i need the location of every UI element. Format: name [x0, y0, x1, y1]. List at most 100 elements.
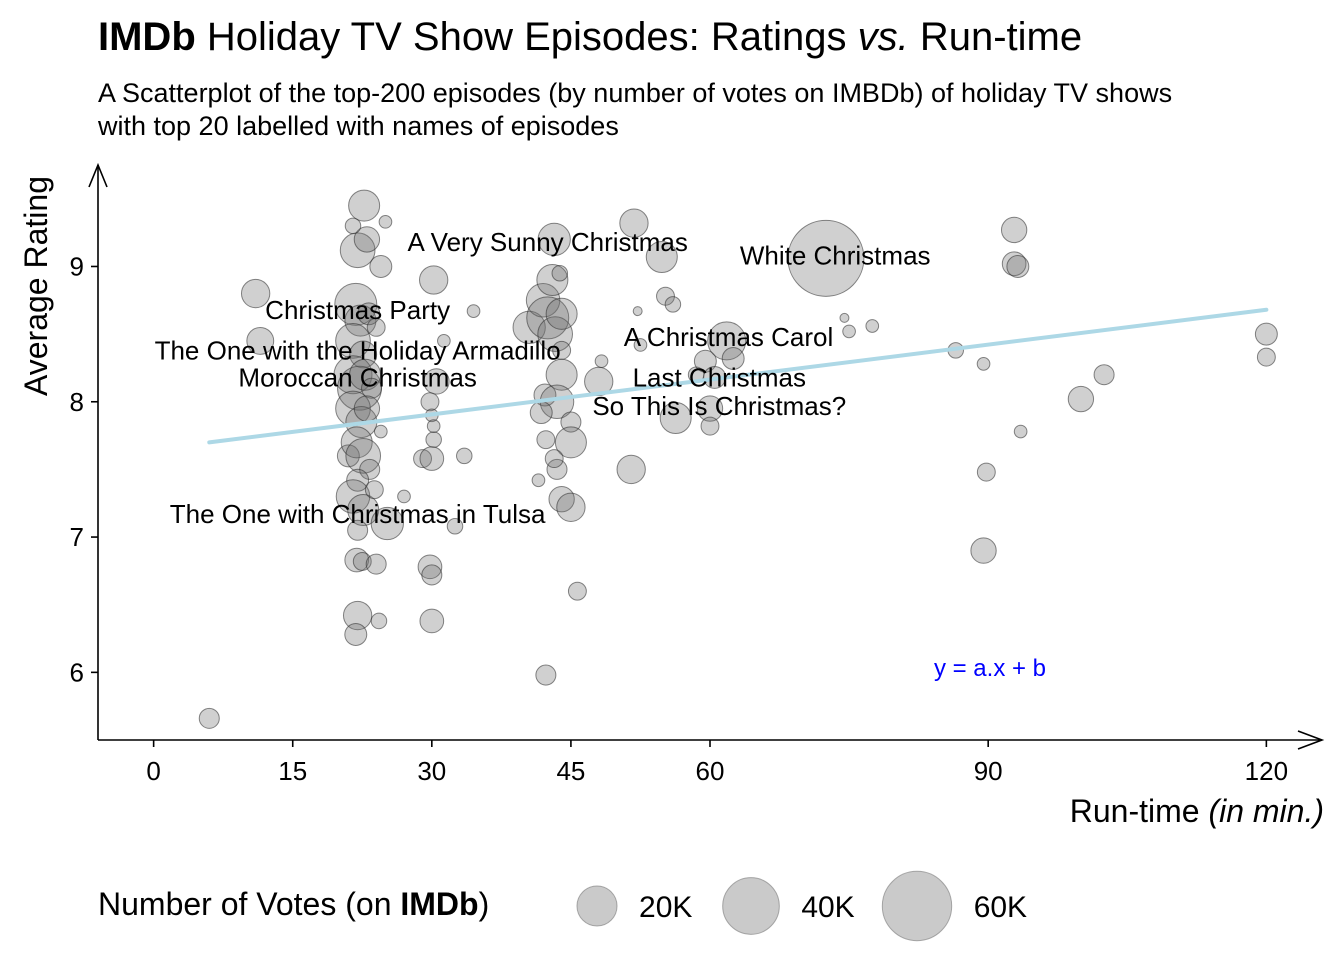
x-tick-label: 90	[974, 756, 1003, 786]
y-tick-label: 6	[70, 657, 84, 687]
data-point	[544, 449, 564, 469]
title-italic: vs.	[858, 15, 909, 59]
data-point	[1067, 385, 1095, 413]
legend-key-circle	[722, 877, 780, 935]
data-point	[526, 296, 570, 340]
data-point	[369, 255, 393, 278]
data-point	[344, 547, 370, 573]
episode-label: So This Is Christmas?	[592, 391, 846, 421]
episode-label: A Christmas Carol	[624, 322, 834, 352]
data-point	[721, 347, 745, 370]
legend-keys: 20K 40K 60K	[576, 870, 1027, 942]
data-point	[633, 338, 648, 352]
data-point	[246, 326, 275, 355]
legend-key-label: 60K	[974, 891, 1027, 924]
episode-labels: A Very Sunny Christmas White Christmas Chr…	[155, 227, 931, 529]
data-point	[976, 462, 996, 482]
data-point	[344, 623, 368, 646]
chart-title: IMDb Holiday TV Show Episodes: Ratings v…	[98, 15, 1082, 59]
data-point	[437, 334, 451, 348]
data-point	[419, 608, 445, 634]
legend-key-circle	[881, 870, 953, 942]
x-tick-label: 15	[278, 756, 307, 786]
data-point	[361, 377, 383, 399]
data-point	[531, 473, 546, 488]
data-point	[335, 323, 371, 359]
x-axis-title-main: Run-time	[1070, 793, 1209, 829]
data-point	[397, 489, 411, 504]
data-point	[842, 324, 856, 339]
data-point	[339, 232, 376, 269]
data-point	[664, 296, 682, 313]
data-point	[529, 401, 553, 425]
x-axis-title-italic: (in min.)	[1208, 793, 1324, 829]
title-part2: Run-time	[909, 15, 1082, 59]
x-tick-label: 60	[696, 756, 725, 786]
data-point	[707, 321, 747, 361]
subtitle-line1: A Scatterplot of the top-200 episodes (b…	[98, 78, 1172, 108]
data-point	[423, 368, 450, 395]
data-point	[554, 426, 587, 459]
data-point	[335, 479, 371, 514]
legend-key-label: 20K	[639, 891, 692, 924]
points-layer	[198, 189, 1278, 729]
data-point	[347, 519, 369, 541]
data-point	[567, 581, 587, 601]
data-point	[456, 447, 473, 465]
data-point	[353, 226, 381, 253]
data-point	[696, 395, 724, 422]
data-point	[619, 208, 649, 238]
data-point	[353, 395, 381, 422]
data-point	[365, 553, 387, 575]
data-point	[420, 392, 440, 412]
data-point	[545, 358, 578, 391]
x-tick-label: 30	[417, 756, 446, 786]
legend-title-bold: IMDb	[400, 886, 478, 922]
data-point	[357, 302, 381, 326]
data-point	[537, 316, 573, 352]
data-point	[198, 707, 220, 729]
y-axis-title: Average Rating	[18, 176, 54, 396]
episode-label: Moroccan Christmas	[238, 362, 476, 392]
data-point	[417, 554, 443, 580]
y-ticks: 6 7 8 9	[70, 251, 98, 687]
legend: Number of Votes (on IMDb) 20K 40K 60K	[98, 870, 1027, 942]
data-point	[1013, 424, 1028, 439]
x-tick-label: 45	[556, 756, 585, 786]
data-point	[976, 357, 991, 371]
y-tick-label: 9	[70, 251, 84, 281]
x-tick-label: 0	[146, 756, 160, 786]
data-point	[787, 219, 865, 297]
data-point	[373, 424, 388, 439]
data-point	[344, 217, 362, 235]
data-point	[342, 600, 373, 631]
data-point	[865, 319, 880, 333]
data-point	[700, 416, 720, 436]
data-point	[546, 458, 568, 480]
subtitle-line2: with top 20 labelled with names of episo…	[97, 111, 619, 141]
episode-label: White Christmas	[740, 241, 931, 271]
episode-label: Christmas Party	[265, 295, 450, 325]
legend-key-label: 40K	[801, 891, 854, 924]
data-point	[536, 263, 569, 297]
data-point	[556, 492, 586, 522]
data-point	[366, 317, 386, 337]
data-point	[560, 411, 582, 433]
episode-label: A Very Sunny Christmas	[408, 227, 688, 257]
data-point	[419, 265, 449, 295]
data-point	[370, 612, 388, 630]
data-point	[632, 306, 643, 317]
y-tick-label: 7	[70, 522, 84, 552]
data-point	[1093, 364, 1115, 386]
data-point	[1006, 255, 1030, 278]
data-point	[419, 446, 445, 471]
data-point	[535, 664, 557, 686]
legend-title-pre: Number of Votes (on	[98, 886, 400, 922]
data-point	[349, 358, 382, 391]
svg-text:IMDb Holiday TV Show Episodes:: IMDb Holiday TV Show Episodes: Ratings v…	[98, 15, 1082, 59]
data-point	[240, 278, 271, 309]
data-point	[616, 454, 646, 485]
y-axis-arrow	[88, 162, 108, 188]
data-point	[370, 506, 404, 541]
